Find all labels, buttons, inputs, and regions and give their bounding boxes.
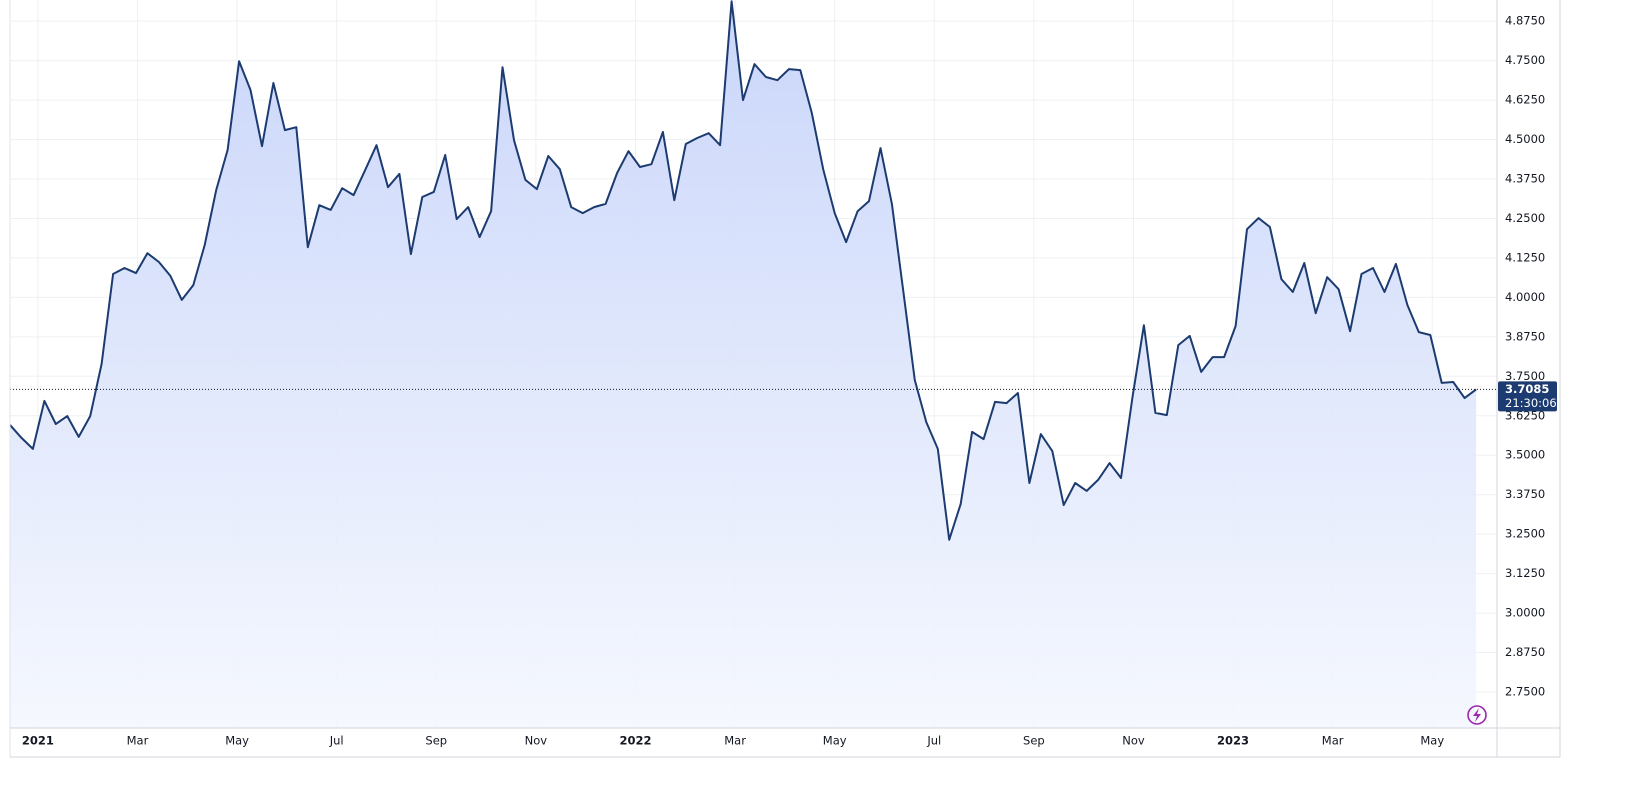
x-tick-label: 2021	[22, 734, 54, 748]
x-tick-label: Mar	[1322, 734, 1344, 748]
y-tick-label: 3.6250	[1505, 408, 1545, 422]
y-tick-label: 3.8750	[1505, 329, 1545, 343]
y-tick-label: 4.2500	[1505, 211, 1545, 225]
line	[9, 0, 1477, 541]
x-tick-label: May	[823, 734, 847, 748]
y-tick-label: 2.8750	[1505, 645, 1545, 659]
x-tick-label: 2022	[619, 734, 651, 748]
last-price-label: 3.7085	[1505, 382, 1549, 396]
y-tick-label: 4.0000	[1505, 290, 1545, 304]
y-tick-label: 3.5000	[1505, 448, 1545, 462]
y-tick-label: 3.0000	[1505, 606, 1545, 620]
lightning-icon[interactable]	[1467, 705, 1487, 725]
y-tick-label: 3.7500	[1505, 369, 1545, 383]
last-price-box	[1498, 381, 1557, 412]
x-tick-label: Mar	[724, 734, 746, 748]
y-tick-label: 4.8750	[1505, 14, 1545, 28]
y-tick-label: 4.3750	[1505, 172, 1545, 186]
x-tick-label: Mar	[127, 734, 149, 748]
y-tick-label: 4.6250	[1505, 93, 1545, 107]
x-tick-label: May	[1420, 734, 1444, 748]
x-tick-label: Nov	[1122, 734, 1145, 748]
y-tick-label: 3.3750	[1505, 487, 1545, 501]
x-tick-label: Jul	[926, 734, 941, 748]
plot	[9, 0, 1497, 729]
y-tick-label: 2.7500	[1505, 685, 1545, 699]
area	[10, 1, 1477, 729]
labels: 2.7500 2.8750 3.0000 3.1250 3.2500 3.3750 3.50…	[22, 14, 1557, 748]
x-tick-label: Sep	[425, 734, 447, 748]
x-tick-label: Sep	[1023, 734, 1045, 748]
x-tick-label: Jul	[329, 734, 344, 748]
x-tick-label: 2023	[1217, 734, 1249, 748]
countdown-label: 21:30:06	[1505, 396, 1557, 410]
y-tick-label: 4.1250	[1505, 250, 1545, 264]
x-tick-label: Nov	[525, 734, 548, 748]
x-tick-label: May	[225, 734, 249, 748]
y-tick-label: 3.1250	[1505, 566, 1545, 580]
y-tick-label: 3.2500	[1505, 527, 1545, 541]
y-tick-label: 4.5000	[1505, 132, 1545, 146]
y-tick-label: 4.7500	[1505, 53, 1545, 67]
